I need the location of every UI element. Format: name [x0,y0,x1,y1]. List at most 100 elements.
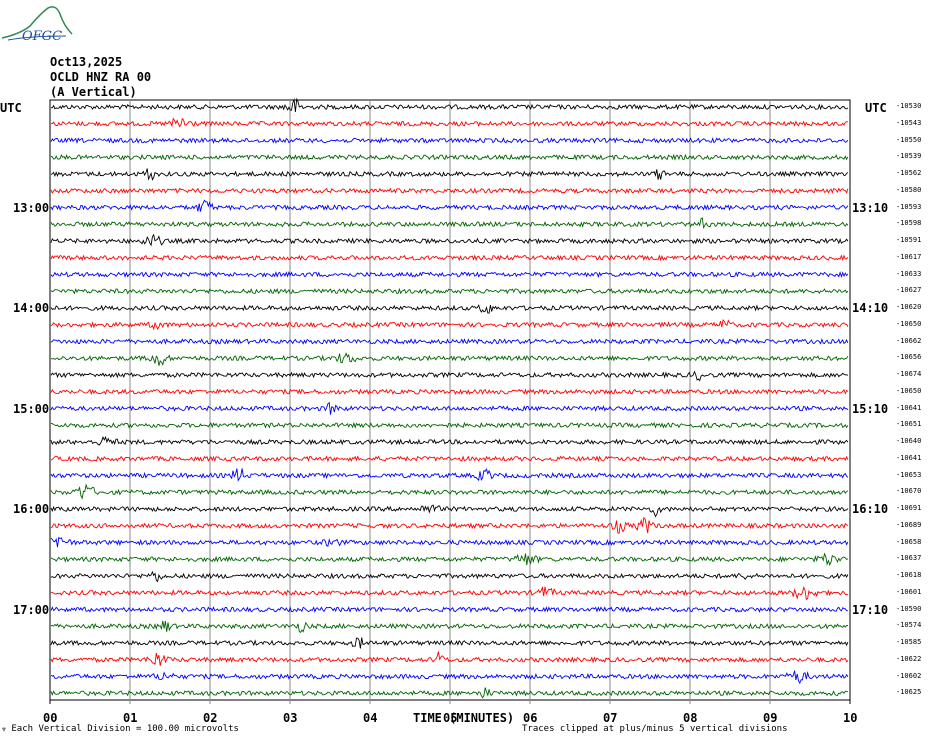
seismic-trace [50,435,849,446]
right-time-label: 14:10 [852,301,889,315]
seismic-trace [50,217,849,230]
left-time-label: 17:00 [13,602,50,617]
trace-offset-label: -10641 [896,403,922,412]
x-tick-label: 07 [603,711,618,725]
x-tick-label: 05 [443,711,458,725]
trace-offset-label: -10650 [896,319,922,328]
seismic-trace [50,483,849,500]
x-tick-label: 01 [123,711,138,725]
seismic-trace [50,421,849,429]
left-time-label: 13:00 [13,200,50,215]
clip-note: Traces clipped at plus/minus 5 vertical … [522,724,788,734]
seismic-trace [50,199,849,212]
seismic-trace [50,254,849,262]
trace-offset-label: -10591 [896,236,922,244]
trace-offset-label: -10590 [896,604,922,613]
trace-offset-label: -10670 [896,487,922,496]
trace-offset-label: -10662 [896,336,922,345]
seismic-trace [50,153,849,161]
seismic-trace [50,370,849,382]
seismic-trace [50,388,849,396]
seismic-trace [50,187,849,195]
x-tick-label: 04 [363,711,378,725]
trace-offset-label: -10689 [896,520,922,529]
seismic-trace [51,97,849,112]
trace-offset-label: -10574 [896,621,922,630]
seismic-trace [51,352,849,366]
trace-offset-label: -10620 [896,303,922,311]
trace-offset-label: -10617 [896,252,922,261]
trace-offset-label: -10601 [896,587,922,596]
x-tick-label: 03 [283,711,298,725]
trace-offset-label: -10580 [896,185,922,194]
trace-offset-label: -10651 [896,420,922,429]
trace-offset-label: -10602 [896,671,922,680]
seismic-trace [50,670,849,685]
seismic-trace [50,552,849,567]
seismic-trace [50,504,849,518]
seismic-trace [50,467,849,482]
right-time-label: 16:10 [852,502,889,516]
seismic-trace [50,637,849,649]
x-tick-label: 02 [203,711,218,725]
trace-offset-label: -10585 [896,638,922,646]
utc-left-label: UTC [0,101,22,115]
trace-offset-label: -10637 [896,554,922,563]
seismic-trace [50,168,849,181]
x-tick-label: 09 [763,711,778,725]
seismic-trace [50,337,849,345]
seismic-trace [50,651,849,666]
seismic-trace [50,620,848,634]
trace-offset-label: -10627 [896,286,922,295]
trace-offset-label: -10618 [896,571,922,579]
seismic-trace [50,455,849,463]
right-time-label: 15:10 [852,401,889,416]
x-axis-title: TIME (MINUTES) [413,711,515,725]
trace-offset-label: -10622 [896,654,922,663]
trace-offset-label: -10550 [896,135,922,144]
trace-offset-label: -10656 [896,353,922,362]
trace-offset-label: -10598 [896,219,922,228]
x-tick-label: 06 [523,711,538,725]
x-tick-label: 08 [683,711,698,725]
trace-offset-label: -10658 [896,537,922,546]
ofgc-logo: OFGC [1,6,73,44]
trace-offset-label: -10674 [896,370,922,378]
trace-offset-label: -10641 [896,453,922,462]
scale-icon: ⩔ [2,725,6,733]
left-time-label: 16:00 [13,502,50,516]
seismic-trace [50,570,849,583]
component-label: (A Vertical) [50,85,137,99]
seismic-trace [50,516,849,534]
left-time-label: 14:00 [13,301,50,315]
trace-offset-label: -10653 [896,470,922,479]
mountain-logo-icon [1,6,73,41]
seismic-trace [50,117,848,128]
seismic-trace [50,136,849,145]
seismic-trace [50,304,849,314]
seismic-trace [50,585,848,601]
trace-offset-label: -10593 [896,202,922,211]
scale-note: ⩔ Each Vertical Division = 100.00 microv… [2,724,239,734]
seismic-trace [50,318,849,331]
trace-offset-label: -10562 [896,169,922,177]
x-tick-label: 10 [843,711,858,725]
station-label: OCLD HNZ RA 00 [50,70,152,84]
logo-text: OFGC [22,29,62,44]
trace-offset-label: -10650 [896,386,922,395]
trace-offset-label: -10691 [896,504,922,512]
seismic-trace [50,687,849,699]
trace-offset-label: -10625 [896,688,922,697]
left-time-label: 15:00 [13,401,50,416]
trace-offset-label: -10539 [896,152,922,161]
seismic-trace [50,233,849,247]
trace-offset-label: -10633 [896,269,922,278]
seismic-trace [50,287,849,295]
trace-offset-label: -10543 [896,118,922,127]
right-time-label: 13:10 [852,200,889,215]
trace-offset-label: -10530 [896,102,922,110]
seismic-trace [50,606,848,613]
utc-right-label: UTC [865,101,887,115]
trace-offset-label: -10640 [896,437,922,445]
